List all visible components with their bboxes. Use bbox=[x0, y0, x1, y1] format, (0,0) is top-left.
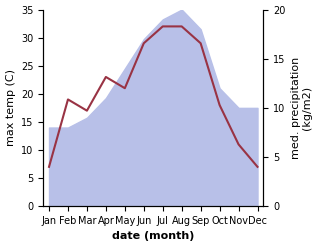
Y-axis label: med. precipitation
(kg/m2): med. precipitation (kg/m2) bbox=[291, 57, 313, 159]
X-axis label: date (month): date (month) bbox=[112, 231, 194, 242]
Y-axis label: max temp (C): max temp (C) bbox=[5, 69, 16, 146]
